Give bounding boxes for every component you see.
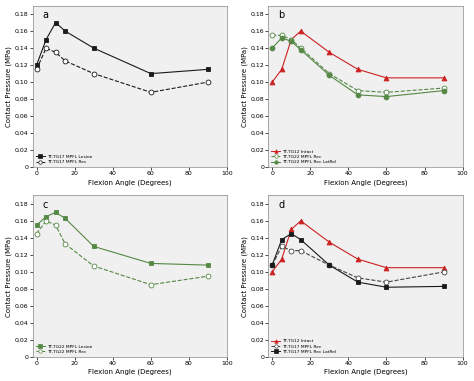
X-axis label: Flexion Angle (Degrees): Flexion Angle (Degrees) <box>88 179 172 186</box>
X-axis label: Flexion Angle (Degrees): Flexion Angle (Degrees) <box>324 179 407 186</box>
Y-axis label: Contact Pressure (MPa): Contact Pressure (MPa) <box>6 236 12 317</box>
Legend: TT-TG12 Intact, TT-TG22 MPFL Rec, TT-TG22 MPFL Rec LatRel: TT-TG12 Intact, TT-TG22 MPFL Rec, TT-TG2… <box>271 149 337 165</box>
Text: a: a <box>43 10 48 21</box>
X-axis label: Flexion Angle (Degrees): Flexion Angle (Degrees) <box>324 369 407 375</box>
Text: c: c <box>43 200 48 210</box>
Legend: TT-TG22 MPFL Lesion, TT-TG22 MPFL Rec: TT-TG22 MPFL Lesion, TT-TG22 MPFL Rec <box>35 344 93 355</box>
X-axis label: Flexion Angle (Degrees): Flexion Angle (Degrees) <box>88 369 172 375</box>
Y-axis label: Contact Pressure (MPa): Contact Pressure (MPa) <box>6 46 12 127</box>
Text: b: b <box>278 10 284 21</box>
Text: d: d <box>278 200 284 210</box>
Legend: TT-TG12 Intact, TT-TG17 MPFL Rec, TT-TG17 MPFL Rec LatRel: TT-TG12 Intact, TT-TG17 MPFL Rec, TT-TG1… <box>271 338 337 355</box>
Y-axis label: Contact Pressure (MPa): Contact Pressure (MPa) <box>241 46 248 127</box>
Legend: TT-TG17 MPFL Lesion, TT-TG17 MPFL Rec: TT-TG17 MPFL Lesion, TT-TG17 MPFL Rec <box>35 154 93 165</box>
Y-axis label: Contact Pressure (MPa): Contact Pressure (MPa) <box>241 236 248 317</box>
